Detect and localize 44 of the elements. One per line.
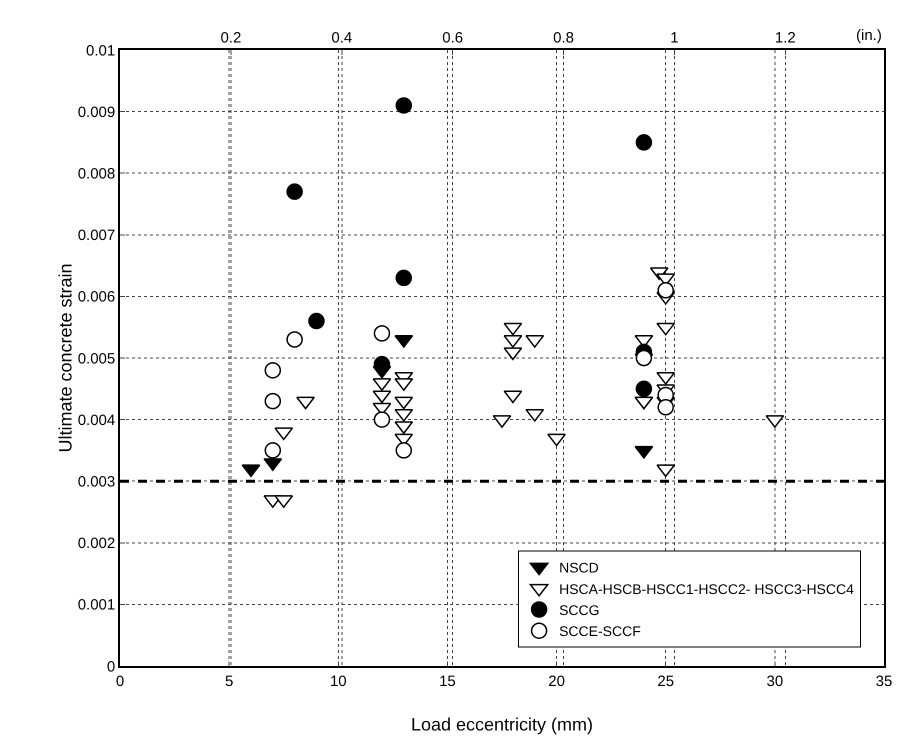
point xyxy=(396,97,412,114)
x-tick-label: 30 xyxy=(766,672,784,690)
x2-axis-title: (in.) xyxy=(856,27,882,44)
x2-tick-label: 0.4 xyxy=(331,29,352,46)
x-tick-label: 15 xyxy=(439,672,456,690)
point xyxy=(242,464,260,478)
x2-tick-label: 0.2 xyxy=(220,29,242,46)
point xyxy=(504,390,522,404)
y-tick-label: 0.01 xyxy=(86,42,116,60)
x-tick-label: 25 xyxy=(657,672,674,690)
y-tick-label: 0.003 xyxy=(78,473,116,490)
point xyxy=(504,347,522,360)
y-tick-label: 0.009 xyxy=(78,104,116,121)
point xyxy=(657,399,674,416)
point xyxy=(636,134,652,151)
y-tick-label: 0 xyxy=(106,658,116,676)
point xyxy=(636,380,652,398)
point xyxy=(372,390,392,404)
point xyxy=(636,350,652,366)
x-tick-label: 35 xyxy=(876,672,892,690)
y-axis-title: Ultimate concrete strain xyxy=(56,263,76,453)
x-tick-label: 5 xyxy=(224,672,234,690)
y-tick-label: 0.006 xyxy=(78,288,116,306)
x2-tick-label: 1 xyxy=(670,29,679,46)
y-tick-label: 0.005 xyxy=(78,350,116,368)
x2-tick-label: 0.6 xyxy=(442,29,464,46)
y-tick-label: 0.004 xyxy=(78,412,116,429)
x2-tick-label: 0.8 xyxy=(553,29,574,46)
legend-label: SCCE-SCCF xyxy=(559,623,641,640)
x-axis-title: Load eccentricity (mm) xyxy=(410,714,594,734)
x-tick-label: 10 xyxy=(330,672,347,690)
y-tick-label: 0.007 xyxy=(78,227,116,244)
point xyxy=(396,270,412,286)
y-tick-label: 0.001 xyxy=(78,596,116,614)
y-tick-label: 0.002 xyxy=(78,535,116,552)
x2-tick-label: 1.2 xyxy=(774,29,796,46)
y-tick-label: 0.008 xyxy=(78,165,116,182)
x-tick-label: 20 xyxy=(548,672,565,690)
point xyxy=(308,312,325,330)
legend-label: HSCA-HSCB-HSCC1-HSCC2- HSCC3-HSCC4 xyxy=(559,580,854,597)
legend-label: SCCG xyxy=(559,602,600,618)
point xyxy=(286,183,303,200)
legend-label: NSCD xyxy=(559,560,599,576)
point xyxy=(657,282,674,298)
